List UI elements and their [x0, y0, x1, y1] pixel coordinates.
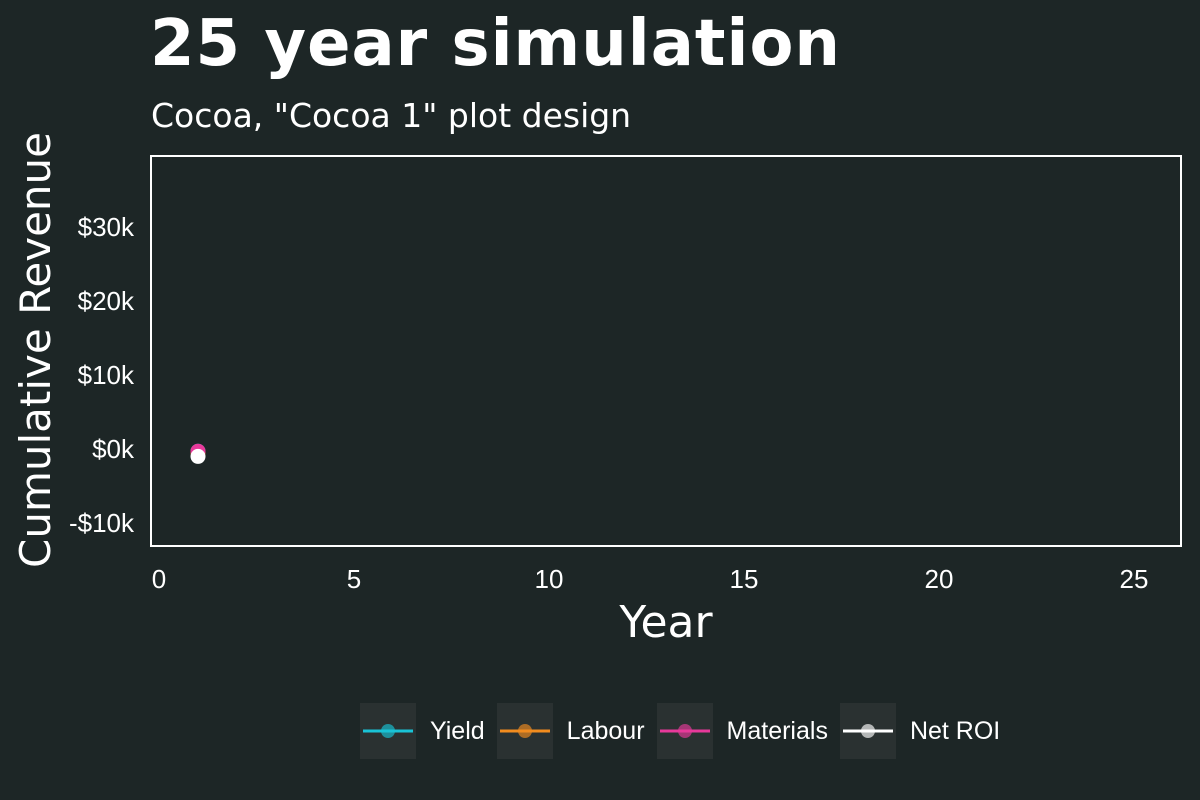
legend-swatch-icon [363, 724, 413, 738]
legend-label: Yield [430, 716, 485, 745]
x-tick-label: 0 [152, 564, 166, 594]
legend-swatch-icon [659, 724, 710, 738]
x-axis-title: Year [618, 597, 713, 648]
x-tick-label: 25 [1120, 564, 1149, 594]
x-tick-label: 10 [535, 564, 564, 594]
y-axis-ticks: -$10k $0k $10k $20k $30k [69, 212, 135, 538]
data-marks [190, 443, 206, 464]
legend-key-labour [496, 703, 553, 759]
legend-swatch-icon [842, 724, 893, 738]
x-tick-label: 5 [347, 564, 361, 594]
y-tick-label: $30k [78, 212, 135, 242]
legend-item-materials: Materials [656, 703, 828, 759]
legend-label: Net ROI [909, 716, 1001, 745]
legend-label: Materials [726, 716, 828, 745]
x-tick-label: 20 [925, 564, 954, 594]
legend-swatch-icon [499, 724, 550, 738]
legend-key-yield [360, 703, 416, 759]
y-tick-label: -$10k [69, 508, 135, 538]
y-tick-label: $0k [92, 434, 135, 464]
chart-subtitle: Cocoa, "Cocoa 1" plot design [151, 96, 632, 135]
legend-item-net-roi: Net ROI [839, 703, 1001, 759]
legend-item-yield: Yield [360, 703, 485, 759]
chart-legend: Yield Labour Materials [360, 703, 1012, 759]
data-point [190, 448, 206, 464]
x-axis-ticks: 0 5 10 15 20 25 [152, 564, 1149, 594]
legend-item-labour: Labour [496, 703, 645, 759]
legend-label: Labour [566, 716, 645, 745]
y-tick-label: $20k [78, 286, 135, 316]
plot-panel [150, 155, 1182, 547]
legend-key-materials [656, 703, 713, 759]
y-axis-title: Cumulative Revenue [11, 132, 60, 568]
chart-title: 25 year simulation [150, 7, 841, 81]
legend-key-net-roi [839, 703, 896, 759]
x-tick-label: 15 [730, 564, 759, 594]
y-tick-label: $10k [78, 360, 135, 390]
